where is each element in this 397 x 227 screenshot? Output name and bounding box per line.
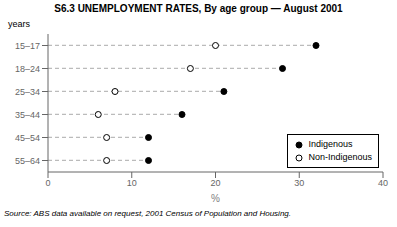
svg-text:35–44: 35–44 [15,110,40,120]
html-text:Source: ABS data available on: Source: ABS data available on request, 2… [4,209,291,218]
svg-text:%: % [211,193,220,204]
svg-text:18–24: 18–24 [15,64,40,74]
svg-text:40: 40 [378,178,388,188]
svg-text:20: 20 [210,178,220,188]
html-text:Indigenous: Indigenous [308,139,353,149]
svg-text:25–34: 25–34 [15,87,40,97]
html-text:S6.3 UNEMPLOYMENT RATES, By ag: S6.3 UNEMPLOYMENT RATES, By age group — … [54,3,343,14]
svg-text:15–17: 15–17 [15,41,40,51]
html-text:Non-Indigenous: Non-Indigenous [308,152,372,162]
svg-text:45–54: 45–54 [15,133,40,143]
svg-text:55–64: 55–64 [15,156,40,166]
svg-text:0: 0 [45,178,50,188]
svg-text:30: 30 [294,178,304,188]
html-text:years: years [8,19,30,29]
svg-text:10: 10 [127,178,137,188]
